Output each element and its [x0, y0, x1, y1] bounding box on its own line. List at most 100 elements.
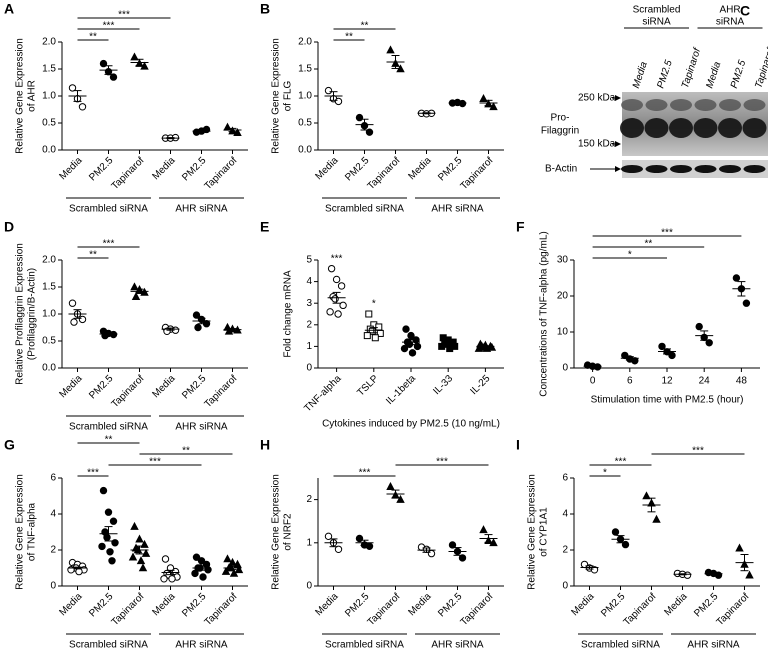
data-point: [221, 566, 231, 575]
data-point: [334, 310, 342, 318]
data-point: [324, 86, 333, 95]
significance-label: ***: [331, 253, 343, 264]
error-bar: [663, 348, 671, 355]
data-point: [365, 542, 374, 550]
x-tick-label: PM2.5: [87, 373, 116, 402]
y-tick-label: 0: [562, 581, 568, 592]
significance-label: ***: [615, 457, 627, 468]
significance-label: ***: [87, 468, 99, 479]
data-point: [363, 332, 371, 340]
data-point: [223, 554, 232, 563]
error-bar: [585, 565, 594, 570]
error-bar: [135, 288, 144, 294]
data-point: [339, 301, 347, 310]
error-bar: [740, 554, 749, 572]
data-point: [234, 565, 244, 574]
error-bar: [407, 338, 415, 346]
data-point: [334, 545, 343, 553]
y-tick-label: 1.5: [298, 64, 312, 75]
data-point: [106, 548, 114, 556]
y-tick-label: 1: [306, 341, 312, 352]
group-label: Scrambled siRNA: [325, 640, 404, 651]
blot-band: [670, 99, 692, 111]
significance-label: **: [361, 21, 369, 32]
x-tick-label: 12: [661, 376, 673, 387]
group-label: Scrambled: [633, 5, 681, 16]
x-tick-label: PM2.5: [87, 155, 116, 184]
data-point: [446, 345, 454, 353]
data-point: [68, 299, 77, 307]
significance-label: ***: [661, 228, 673, 239]
data-point: [745, 570, 754, 579]
protein-label: Pro-: [551, 113, 570, 124]
group-label: AHR siRNA: [175, 640, 228, 651]
y-tick-label: 1.0: [298, 91, 312, 102]
data-point: [111, 539, 119, 547]
y-axis-label: Relative Gene Expression: [15, 38, 26, 154]
data-point: [487, 342, 497, 351]
error-bar: [391, 55, 400, 69]
data-point: [365, 310, 373, 318]
x-tick-label: Tapinarof: [715, 591, 752, 628]
blot-band: [645, 99, 668, 111]
error-bar: [166, 569, 175, 576]
x-tick-label: Media: [406, 591, 433, 618]
error-bar: [453, 547, 462, 556]
data-point: [658, 342, 666, 351]
x-tick-label: Media: [150, 155, 177, 182]
y-tick-label: 0.5: [298, 118, 312, 129]
error-bar: [422, 547, 431, 553]
data-point: [229, 568, 239, 577]
group-label: siRNA: [716, 17, 745, 28]
data-point: [371, 334, 379, 342]
lane-label: PM2.5: [655, 58, 675, 89]
blot-band: [743, 165, 766, 173]
blot-band: [669, 118, 693, 138]
error-bar: [678, 573, 687, 576]
y-tick-label: 0.5: [42, 336, 56, 347]
x-tick-label: Tapinarof: [110, 373, 147, 410]
x-tick-label: PM2.5: [87, 591, 116, 620]
error-bar: [135, 58, 144, 67]
data-point: [365, 128, 374, 136]
x-tick-label: IL-33: [431, 373, 455, 397]
data-point: [375, 323, 383, 331]
y-tick-label: 2: [50, 545, 56, 556]
group-label: Scrambled siRNA: [69, 204, 148, 215]
error-bar: [332, 291, 341, 304]
error-bar: [135, 545, 144, 555]
panel-letter: I: [516, 437, 520, 453]
significance-label: ***: [103, 239, 115, 250]
error-bar: [228, 328, 237, 332]
y-axis-label: Relative Gene Expression: [271, 474, 282, 590]
y-tick-label: 0.0: [42, 145, 56, 156]
y-tick-label: 6: [562, 473, 568, 484]
blot-panel: C: [622, 3, 768, 178]
significance-label: **: [645, 239, 653, 250]
group-label: AHR siRNA: [175, 422, 228, 433]
error-bar: [360, 118, 369, 131]
lane-label: PM2.5: [729, 58, 749, 89]
data-point: [136, 556, 146, 565]
data-point: [327, 264, 336, 273]
blot-band: [743, 99, 766, 111]
data-point: [223, 122, 232, 131]
data-point: [400, 344, 409, 353]
data-point: [408, 349, 417, 357]
y-tick-label: 0: [306, 363, 312, 374]
significance-label: ***: [118, 10, 130, 21]
x-tick-label: IL-25: [468, 373, 492, 397]
x-tick-label: PM2.5: [692, 591, 721, 620]
y-tick-label: 1: [306, 537, 312, 548]
blot-band: [621, 165, 643, 173]
error-bar: [391, 489, 400, 499]
error-bar: [360, 539, 369, 546]
data-point: [141, 548, 151, 557]
error-bar: [625, 356, 634, 361]
x-tick-label: Tapinarof: [110, 155, 147, 192]
data-point: [103, 533, 111, 542]
y-tick-label: 0.0: [42, 363, 56, 374]
significance-label: ***: [436, 457, 448, 468]
data-point: [652, 514, 661, 523]
group-label: Scrambled siRNA: [69, 422, 148, 433]
